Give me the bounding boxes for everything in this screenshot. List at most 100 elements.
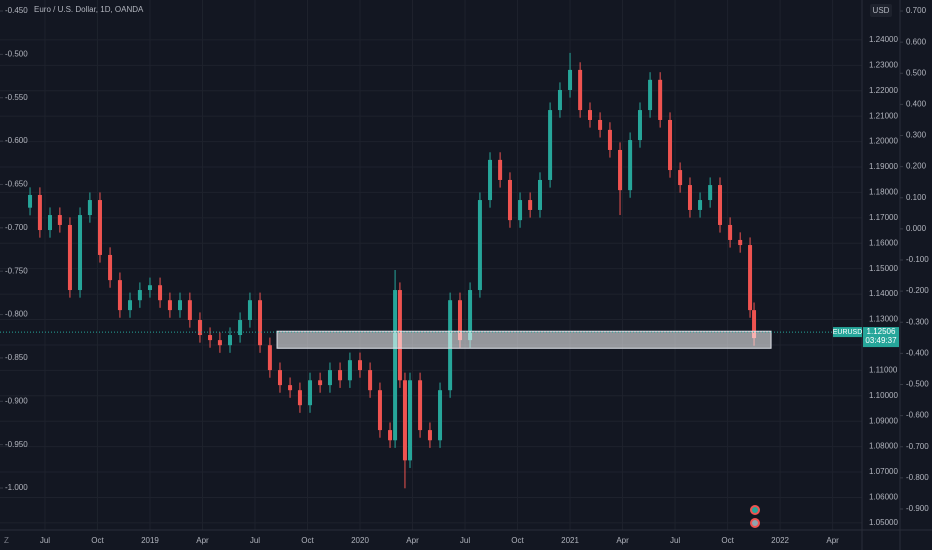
right-tick-label: -0.300 <box>906 317 929 326</box>
candle-body <box>197 320 202 336</box>
y-tick-label: 1.22000 <box>869 86 898 95</box>
x-tick-label: Apr <box>826 536 839 545</box>
y-tick-label: 1.23000 <box>869 60 898 69</box>
plot <box>0 52 862 489</box>
candle-body <box>668 119 673 171</box>
x-tick-label: Jul <box>460 536 470 545</box>
event-icon[interactable] <box>750 505 760 528</box>
candle-body <box>57 215 62 225</box>
x-tick-label: 2020 <box>351 536 369 545</box>
right-tick-label: -0.600 <box>906 411 929 420</box>
candle-body <box>618 149 623 191</box>
left-tick-label: -0.950 <box>5 440 28 449</box>
x-tick-label: Apr <box>406 536 419 545</box>
candle-body <box>407 380 412 461</box>
left-tick-label: -1.000 <box>5 483 28 492</box>
x-tick-label: 2022 <box>771 536 789 545</box>
right-tick-label: 0.600 <box>906 37 927 46</box>
right-tick-label: 0.300 <box>906 131 927 140</box>
y-tick-label: 1.16000 <box>869 238 898 247</box>
candle-body <box>217 340 222 346</box>
candle-body <box>377 390 382 431</box>
right-tick-label: 0.000 <box>906 224 927 233</box>
candle-body <box>687 185 692 210</box>
candle-body <box>137 290 142 301</box>
candle-body <box>738 239 743 246</box>
y-tick-label: 1.05000 <box>869 518 898 527</box>
candle-body <box>658 79 663 120</box>
right-tick-label: 0.200 <box>906 162 927 171</box>
right-tick-label: -0.200 <box>906 286 929 295</box>
candle-body <box>427 430 432 441</box>
candle-body <box>518 200 523 221</box>
candle-body <box>327 370 332 386</box>
candle-body <box>258 300 263 346</box>
candle-body <box>318 380 323 386</box>
candle-body <box>438 390 443 441</box>
candle-body <box>288 385 293 391</box>
right-tick-label: -0.700 <box>906 442 929 451</box>
candle-body <box>393 290 398 441</box>
candle-body <box>227 335 232 346</box>
candle-body <box>238 320 243 336</box>
candle-body <box>587 110 592 120</box>
candle-body <box>167 300 172 311</box>
candle-body <box>678 170 683 186</box>
candle-body <box>488 159 493 201</box>
candle-body <box>607 129 612 150</box>
left-tick-label: -0.500 <box>5 49 28 58</box>
candle-body <box>528 200 533 210</box>
candle-body <box>477 200 482 291</box>
left-tick-label: -0.750 <box>5 266 28 275</box>
candle-body <box>698 200 703 210</box>
y-tick-label: 1.18000 <box>869 188 898 197</box>
candle-body <box>418 380 423 431</box>
chart-title: Euro / U.S. Dollar, 1D, OANDA <box>34 5 144 14</box>
candle-body <box>47 215 52 231</box>
y-tick-label: 1.11000 <box>869 365 898 374</box>
candle-body <box>748 245 753 311</box>
right-tick-label: 0.500 <box>906 68 927 77</box>
left-tick-label: -0.700 <box>5 223 28 232</box>
currency-box[interactable] <box>870 4 892 17</box>
candle-body <box>67 224 72 291</box>
x-tick-label: Apr <box>616 536 629 545</box>
candle-body <box>158 285 163 301</box>
right-tick-label: 0.400 <box>906 99 927 108</box>
candle-body <box>628 140 633 191</box>
y-tick-label: 1.21000 <box>869 111 898 120</box>
candle-body <box>28 194 33 208</box>
y-tick-label: 1.07000 <box>869 467 898 476</box>
zoom-icon[interactable]: Z <box>4 536 9 545</box>
candle-body <box>338 370 343 381</box>
candle-body <box>128 300 133 311</box>
right-tick-label: -0.800 <box>906 473 929 482</box>
right-tick-label: -0.400 <box>906 348 929 357</box>
x-tick-label: Oct <box>511 536 524 545</box>
x-tick-label: Jul <box>670 536 680 545</box>
candle-body <box>538 179 543 210</box>
left-tick-label: -0.800 <box>5 310 28 319</box>
zone-rectangle[interactable] <box>276 330 772 349</box>
y-tick-label: 1.06000 <box>869 493 898 502</box>
y-tick-label: 1.19000 <box>869 162 898 171</box>
candle-body <box>368 370 373 391</box>
left-tick-label: -0.900 <box>5 396 28 405</box>
candle-body <box>358 360 363 371</box>
candle-body <box>78 215 83 291</box>
y-tick-label: 1.24000 <box>869 35 898 44</box>
candle-body <box>402 380 407 461</box>
candle-body <box>97 200 102 255</box>
last-price-label: 1.12506 <box>867 327 896 336</box>
left-tick-label: -0.600 <box>5 136 28 145</box>
axis-labels: Jul Oct 2019 Apr Jul Oct 2020 Apr Jul Oct 2021 Apr J… <box>0 6 929 545</box>
candle-body <box>718 185 723 225</box>
currency[interactable]: USD <box>873 6 890 15</box>
right-tick-label: -0.900 <box>906 504 929 513</box>
price-box <box>863 327 899 348</box>
x-tick-label: Jul <box>250 536 260 545</box>
left-tick-label: -0.550 <box>5 93 28 102</box>
candle-body <box>187 300 192 321</box>
